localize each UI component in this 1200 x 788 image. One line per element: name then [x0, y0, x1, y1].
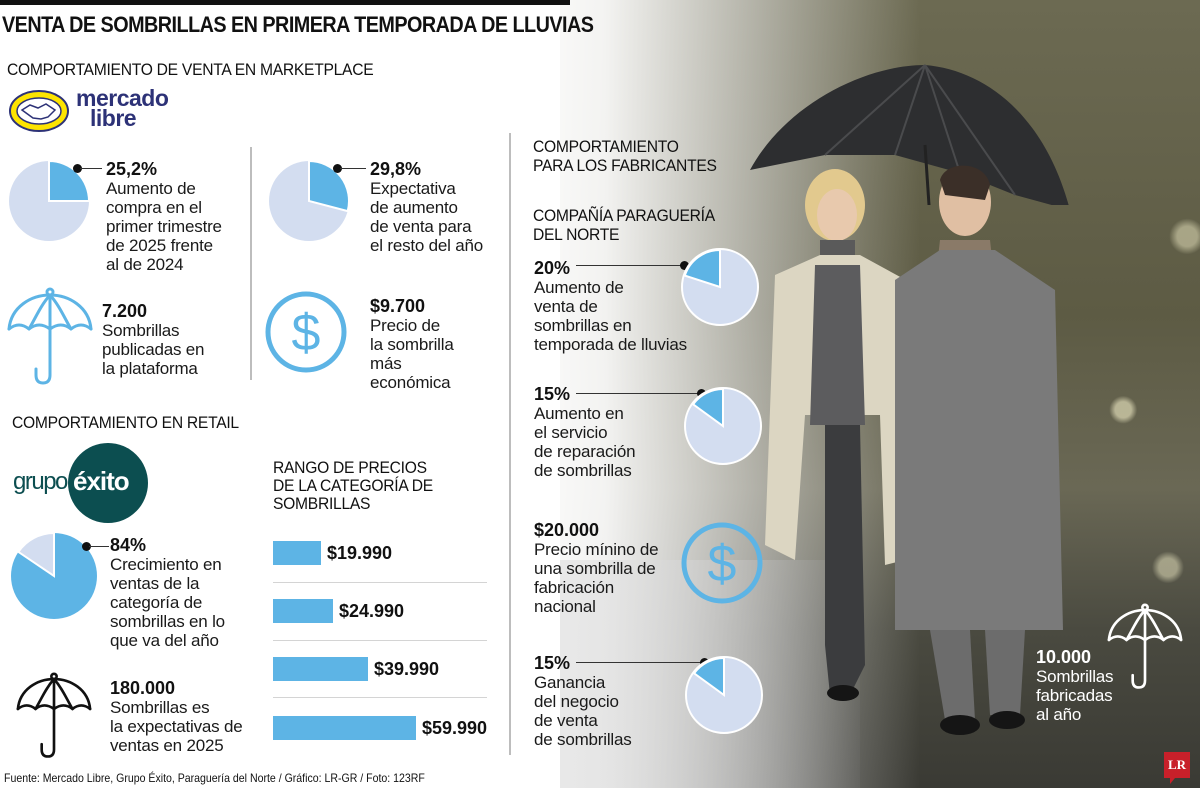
- price-bar-row: $59.990: [273, 716, 487, 740]
- price-range-title: RANGO DE PRECIOS DE LA CATEGORÍA DE SOMB…: [273, 458, 433, 513]
- pie-chart-icon: [269, 160, 350, 241]
- photo-man-figure: [895, 165, 1063, 735]
- stat-manufacturer-annual-production: 10.000 Sombrillas fabricadas al año: [1036, 647, 1114, 725]
- leader-dot: [680, 261, 689, 270]
- leader-dot: [333, 164, 342, 173]
- leader-line: [576, 393, 702, 394]
- dollar-icon: $: [265, 291, 347, 373]
- stat-manufacturer-profit: 15% Ganancia del negocio de venta de som…: [534, 653, 632, 750]
- leader-line: [340, 168, 366, 169]
- pie-chart-icon: [684, 387, 762, 465]
- pie-chart-icon: [685, 656, 763, 734]
- price-bar: [273, 541, 321, 565]
- mercado-libre-logo: [9, 90, 69, 132]
- handshake-icon: [20, 103, 57, 120]
- exito-logo-prefix: grupo: [13, 468, 68, 495]
- source-footer: Fuente: Mercado Libre, Grupo Éxito, Para…: [4, 771, 425, 785]
- umbrella-icon: [7, 287, 93, 385]
- bar-separator: [273, 582, 487, 583]
- price-bar-row: $24.990: [273, 599, 404, 623]
- marketplace-section-title: COMPORTAMIENTO DE VENTA EN MARKETPLACE: [7, 60, 374, 79]
- leader-line: [89, 546, 109, 547]
- price-bar: [273, 657, 368, 681]
- company-name: COMPAÑÍA PARAGUERÍA DEL NORTE: [533, 206, 715, 244]
- stat-manufacturer-min-price: $20.000 Precio mínino de una sombrilla d…: [534, 520, 659, 617]
- umbrella-icon: [1107, 603, 1183, 689]
- pie-chart-icon: [681, 248, 759, 326]
- svg-text:$: $: [708, 535, 737, 593]
- stat-marketplace-cheapest-price: $9.700 Precio de la sombrilla más económ…: [370, 296, 454, 393]
- grupo-exito-logo: [68, 443, 148, 523]
- price-bar: [273, 716, 416, 740]
- leader-dot: [73, 164, 82, 173]
- column-divider: [509, 133, 511, 755]
- leader-line: [576, 265, 682, 266]
- manufacturers-section-title: COMPORTAMIENTO PARA LOS FABRICANTES: [533, 137, 717, 175]
- umbrella-icon: [16, 672, 92, 758]
- price-bar-row: $19.990: [273, 541, 392, 565]
- photo-umbrella-icon: [750, 64, 1069, 205]
- price-bar-row: $39.990: [273, 657, 439, 681]
- leader-line: [80, 168, 102, 169]
- photo-woman-figure: [765, 169, 925, 701]
- price-bar: [273, 599, 333, 623]
- page-title: VENTA DE SOMBRILLAS EN PRIMERA TEMPORADA…: [2, 12, 594, 37]
- exito-logo-brand: éxito: [73, 466, 130, 496]
- pie-chart-icon: [9, 160, 90, 241]
- bar-separator: [273, 697, 487, 698]
- top-rule: [0, 0, 570, 5]
- stat-marketplace-purchase-increase: 25,2% Aumento de compra en el primer tri…: [106, 159, 222, 275]
- stat-manufacturer-seasonal-sales: 20% Aumento de venta de sombrillas en te…: [534, 258, 687, 355]
- lr-logo-badge: LR: [1164, 752, 1190, 784]
- stat-marketplace-sales-expectation: 29,8% Expectativa de aumento de venta pa…: [370, 159, 484, 256]
- column-divider: [250, 147, 252, 380]
- bar-separator: [273, 640, 487, 641]
- leader-line: [576, 662, 702, 663]
- retail-section-title: COMPORTAMIENTO EN RETAIL: [12, 413, 239, 432]
- dollar-icon: $: [681, 522, 763, 604]
- stat-marketplace-listed-umbrellas: 7.200 Sombrillas publicadas en la plataf…: [102, 301, 205, 379]
- mercado-libre-wordmark: mercado libre: [76, 85, 169, 131]
- stat-manufacturer-repair-service: 15% Aumento en el servicio de reparación…: [534, 384, 636, 481]
- stat-retail-sales-expectation: 180.000 Sombrillas es la expectativas de…: [110, 678, 243, 756]
- svg-text:$: $: [292, 304, 321, 362]
- leader-dot: [82, 542, 91, 551]
- pie-chart-icon: [11, 532, 97, 619]
- stat-retail-category-growth: 84% Crecimiento en ventas de la categorí…: [110, 535, 225, 651]
